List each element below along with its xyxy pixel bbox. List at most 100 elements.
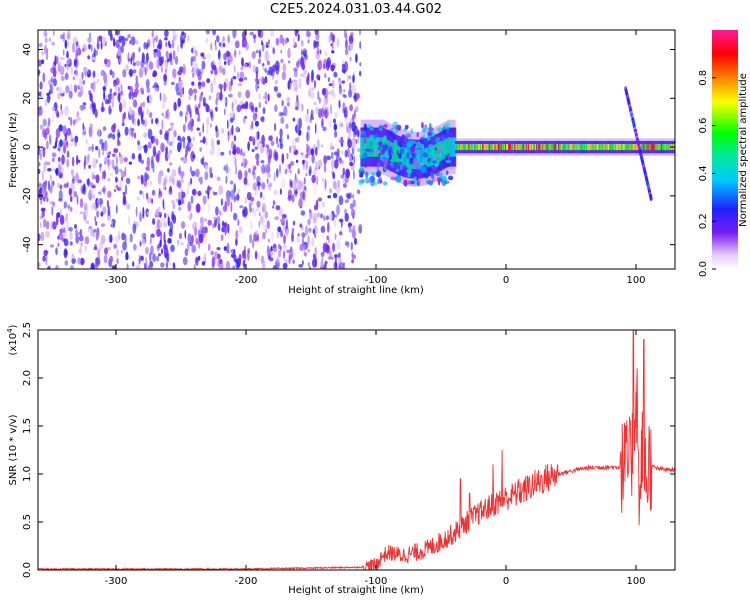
spectrogram-cell: [44, 190, 48, 198]
spectrogram-cell: [279, 208, 283, 217]
spectrogram-cell: [82, 102, 87, 106]
spectrogram-cell: [323, 100, 326, 111]
spectrogram-cell: [316, 47, 320, 55]
spectrogram-cell: [266, 220, 270, 230]
spectrogram-cell: [173, 101, 177, 112]
spectrogram-cell: [338, 231, 343, 236]
spectrogram-cell: [238, 128, 241, 133]
spectrogram-cell: [124, 184, 128, 195]
snr-multiplier: (x104): [6, 324, 19, 355]
spectrogram-cell: [411, 140, 417, 144]
spectrogram-cell: [72, 186, 74, 198]
spectrogram-cell: [408, 138, 415, 142]
spectrogram-cell: [137, 140, 141, 146]
spectrogram-cell: [145, 246, 149, 255]
spectrogram-cell: [299, 243, 304, 252]
spectrogram-cell: [309, 266, 311, 269]
spectrogram-cell: [153, 136, 156, 143]
spectrogram-cell: [328, 83, 333, 87]
spectrogram-cell: [137, 175, 141, 180]
spectrogram-cell: [62, 31, 66, 42]
spectrogram-cell: [334, 233, 337, 241]
spectrogram-cell: [69, 231, 73, 241]
spectrogram-cell: [129, 40, 132, 45]
spectrogram-cell: [94, 216, 97, 222]
spectrogram-cell: [324, 51, 328, 57]
spectrogram-cell: [278, 111, 284, 117]
spectrogram-cell: [262, 107, 266, 115]
spectrogram-cell: [116, 30, 121, 35]
spectrogram-cell: [69, 195, 73, 203]
spectrogram-cell: [177, 239, 180, 246]
spectrogram-cell: [99, 138, 104, 145]
spectrogram-cell: [317, 108, 323, 119]
snr-line-group: [38, 330, 675, 570]
spectrogram-cell: [298, 117, 302, 129]
spectrogram-cell: [434, 171, 441, 177]
spectrogram-cell: [59, 214, 65, 225]
spectrogram-cell: [272, 47, 276, 55]
spectrogram-cell: [341, 67, 346, 73]
spectrogram-cell: [90, 262, 95, 269]
spectrogram-cell: [199, 216, 204, 225]
spectrogram-cell: [372, 149, 379, 154]
spectrogram-cell: [172, 177, 175, 186]
spectrogram-cell: [143, 178, 148, 187]
spectrogram-cell: [290, 180, 293, 188]
spectrogram-cell: [214, 39, 217, 47]
spectrogram-cell: [613, 144, 616, 151]
spectrogram-cell: [293, 69, 298, 78]
spectrogram-cell: [74, 69, 79, 81]
spectrogram-cell: [287, 47, 291, 59]
colorbar-label: Normalized spectral amplitude: [738, 73, 749, 227]
spectrogram-cell: [351, 84, 356, 94]
spectrogram-cell: [103, 142, 108, 152]
spectrogram-cell: [234, 171, 237, 176]
spectrogram-cell: [83, 183, 86, 192]
spectrogram-cell: [43, 218, 47, 228]
spectrogram-cell: [192, 221, 197, 232]
spectrogram-cell: [275, 136, 279, 144]
spectrogram-cell: [279, 135, 283, 146]
spectrogram-cell: [428, 180, 434, 186]
spectrogram-cell: [343, 183, 347, 188]
spectrogram-cell: [204, 218, 207, 222]
spectrogram-cell: [200, 52, 205, 57]
spectrogram-cell: [311, 174, 317, 184]
spectrogram-cell: [187, 201, 192, 212]
spectrogram-cell: [165, 261, 168, 269]
spectrogram-cell: [59, 65, 65, 76]
spectrogram-cell: [279, 163, 281, 174]
spectrogram-cell: [286, 228, 289, 239]
colorbar-tick-label: 0.4: [698, 165, 709, 181]
spectrogram-cell: [344, 149, 348, 158]
spectrogram-cell: [206, 52, 212, 61]
spectrogram-cell: [63, 201, 67, 209]
spectrogram-cell: [61, 154, 65, 165]
spectrogram-cell: [294, 106, 298, 110]
spectrogram-cell: [390, 127, 394, 131]
spectrogram-cell: [132, 69, 137, 74]
spectrogram-cell: [256, 78, 260, 85]
snr-multiplier-base: (x10: [8, 333, 19, 356]
spectrogram-cell: [223, 165, 226, 171]
spectrogram-cell: [305, 173, 308, 177]
spectrogram-cell: [358, 224, 363, 234]
spectrogram-cell: [311, 153, 315, 164]
spectrogram-cell: [85, 139, 88, 144]
spectrogram-ylabel: Frequency (Hz): [8, 112, 19, 188]
spectrogram-cell: [338, 80, 342, 85]
spectrogram-cell: [342, 262, 346, 266]
spectrogram-cell: [40, 89, 43, 99]
spectrogram-cell: [191, 234, 194, 244]
spectrogram-cell: [122, 191, 126, 196]
spectrogram-cell: [150, 233, 155, 238]
spectrogram-cell: [77, 117, 81, 121]
spectrogram-cell: [111, 100, 114, 108]
spectrogram-cell: [266, 246, 271, 257]
spectrogram-cell: [290, 247, 294, 259]
spectrogram-cell: [282, 244, 288, 250]
spectrogram-cell: [422, 152, 429, 158]
spectrogram-cell: [122, 199, 127, 206]
